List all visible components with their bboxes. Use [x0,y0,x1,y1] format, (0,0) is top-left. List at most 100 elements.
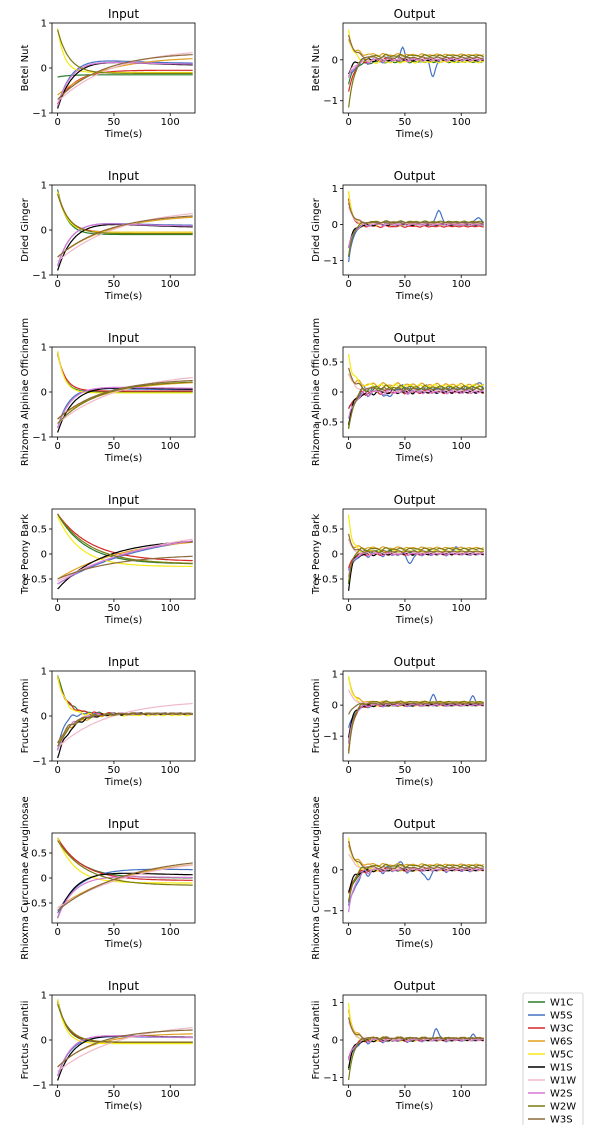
series-line-w2s [57,876,193,919]
series-line-w3s [57,712,193,744]
x-tick-label: 50 [399,441,412,452]
y-axis-label: Fructus Aurantii [20,1001,31,1080]
series-line-w5s [348,209,485,263]
x-axis-label: Time(s) [395,615,434,626]
series-line-w6s [57,58,193,96]
series-line-w1c [348,222,484,258]
series-lines [57,513,193,590]
y-axis-label: Betel Nut [20,45,31,92]
series-line-w6s [348,677,484,704]
chart-title: Output [394,169,436,183]
series-line-w5c [348,1002,484,1043]
series-line-w5s [57,868,193,914]
series-lines [57,28,193,109]
output-chart-row-5: 0 50 100 −1 0 1 Output Time(s) Fructus Amomi [311,655,487,788]
series-line-w3s [348,1017,484,1040]
y-tick-label: −0.5 [314,418,338,429]
x-tick-label: 50 [108,1089,121,1100]
chart-title: Input [108,979,139,993]
plot-frame [342,832,487,924]
chart-title: Input [108,7,139,21]
y-tick-label: 0 [41,388,47,399]
chart-title: Output [394,979,436,993]
input-chart-row-3: 0 50 100 −1 0 1 Input Time(s) Rhizoma Alpiniae O… [20,318,196,466]
x-tick-label: 0 [54,603,60,614]
y-tick-label: −1 [32,757,47,768]
x-tick-label: 100 [452,1089,471,1100]
chart-title: Input [108,655,139,669]
x-tick-label: 100 [452,603,471,614]
series-line-w5c [57,516,193,568]
series-line-w6s [57,216,193,258]
y-axis-label: Betel Nut [311,45,322,92]
series-line-w2w [57,1003,193,1043]
output-chart-row-1: 0 50 100 −1 0 Output Time(s) Betel Nut [311,7,487,140]
x-tick-label: 100 [161,603,180,614]
series-line-w3c [57,69,193,105]
series-line-w2s [348,866,485,913]
series-line-w3s [348,702,484,715]
series-line-w3c [348,703,484,751]
y-tick-label: 0 [332,220,338,231]
series-line-w1c [57,513,193,565]
x-tick-label: 0 [54,927,60,938]
chart-title: Input [108,493,139,507]
y-axis-label: Rhioxma Curcumae Aeruginosae [311,796,322,959]
series-line-w3s [57,379,193,420]
y-axis-label: Rhioxma Curcumae Aeruginosae [20,796,31,959]
y-tick-label: 1 [41,667,47,678]
x-axis-label: Time(s) [104,453,143,464]
legend-label-w3c: W3C [550,1024,573,1035]
x-tick-label: 50 [108,603,121,614]
x-axis-label: Time(s) [104,615,143,626]
series-line-w1w [57,1027,193,1072]
x-tick-label: 0 [54,117,60,128]
y-tick-label: 1 [332,670,338,681]
series-lines [348,1002,485,1080]
chart-title: Input [108,331,139,345]
legend-label-w6s: W6S [550,1037,573,1048]
series-line-w1w [57,52,193,103]
chart-title: Input [108,817,139,831]
series-line-w5c [57,675,193,717]
legend: W1C W5S W3C W6S W5C W1S W1W W2S W2W W3S [522,992,584,1125]
series-line-w1c [57,837,193,879]
y-tick-label: −1 [323,256,338,267]
series-line-w3c [57,353,193,392]
x-axis-label: Time(s) [395,453,434,464]
y-tick-label: 0 [41,874,47,885]
series-line-w2w [57,712,193,747]
series-lines [348,190,485,263]
series-line-w5c [57,837,193,884]
series-line-w2s [348,551,484,577]
series-line-w1w [57,213,193,262]
x-tick-label: 100 [161,765,180,776]
series-line-w3s [57,1029,193,1068]
x-tick-label: 0 [345,603,351,614]
series-line-w3s [57,555,193,580]
y-tick-label: 1 [41,991,47,1002]
x-axis-label: Time(s) [395,939,434,950]
y-tick-label: −1 [323,906,338,917]
series-line-w5s [348,693,485,728]
series-line-w2w [57,840,193,886]
series-line-w2w [348,53,484,108]
series-line-w3c [57,513,193,562]
input-chart-row-7: 0 50 100 −1 0 1 Input Time(s) Fructus Aurantii [20,979,196,1112]
x-tick-label: 100 [161,441,180,452]
y-tick-label: 0 [41,226,47,237]
y-tick-label: 0 [332,388,338,399]
input-chart-row-6: 0 50 100 −0.5 0 0.5 Input Time(s) Rhioxma Curcum… [20,796,196,960]
series-line-w3c [57,676,193,716]
series-line-w1w [348,374,484,394]
series-line-w2s [348,56,485,78]
series-line-w5c [57,351,193,394]
legend-label-w5s: W5S [550,1011,573,1022]
series-lines [57,999,193,1081]
y-axis-label: Rhizoma Alpiniae Officinarum [20,318,31,466]
y-tick-label: −1 [323,732,338,743]
x-tick-label: 0 [54,1089,60,1100]
y-tick-label: 0 [41,1036,47,1047]
y-tick-label: −0.5 [23,899,47,910]
